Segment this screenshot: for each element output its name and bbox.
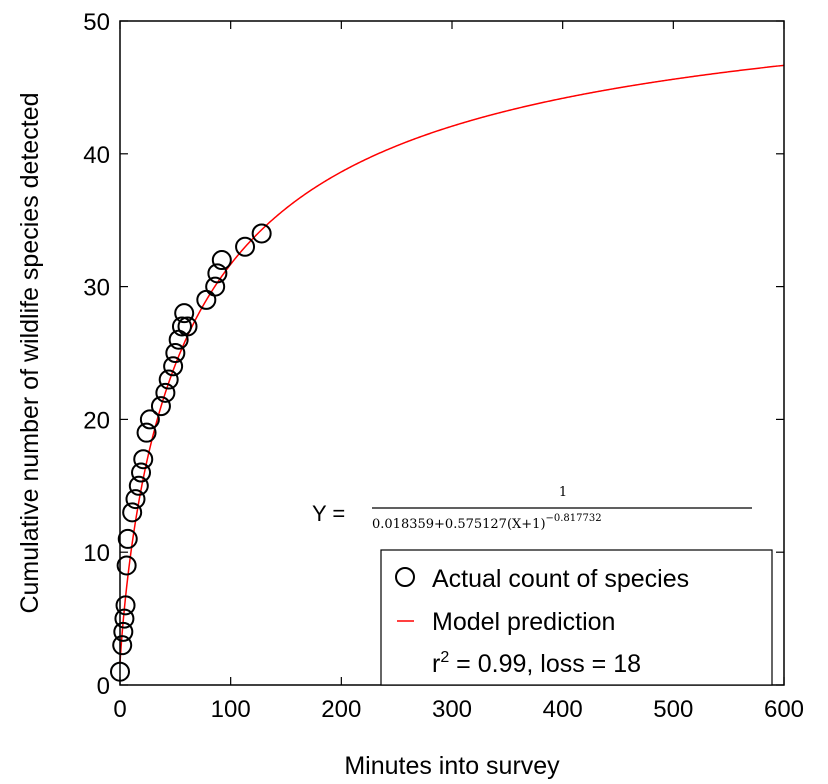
legend-circle-marker-icon — [395, 567, 415, 587]
data-point — [122, 502, 143, 523]
fit-r-label: r — [432, 650, 440, 678]
x-tick-label: 0 — [113, 696, 126, 723]
fit-rest-text: = 0.99, loss = 18 — [449, 650, 641, 678]
legend-label-model: Model prediction — [432, 608, 615, 636]
data-point — [115, 595, 136, 616]
equation-exponent: −0.817732 — [546, 513, 602, 524]
data-point — [150, 396, 171, 417]
x-tick-label: 100 — [211, 696, 251, 723]
y-axis-label: Cumulative number of wildlife species de… — [16, 92, 44, 613]
data-point — [158, 369, 179, 390]
data-point — [163, 356, 184, 377]
data-point — [128, 475, 149, 496]
legend: Actual count of species Model prediction… — [380, 549, 773, 686]
data-point — [235, 236, 256, 257]
x-tick-label: 400 — [543, 696, 583, 723]
x-tick-label: 200 — [321, 696, 361, 723]
legend-label-actual: Actual count of species — [432, 565, 689, 593]
y-axis-ticks: 0 10 20 30 40 50 — [83, 9, 784, 700]
data-point — [139, 409, 160, 430]
data-point — [114, 608, 135, 629]
x-tick-label: 500 — [653, 696, 693, 723]
data-point — [125, 489, 146, 510]
equation-denominator: 0.018359+0.575127(X+1)−0.817732 — [372, 513, 602, 532]
y-tick-label: 50 — [83, 9, 110, 36]
data-point — [113, 621, 134, 642]
fit-r-superscript: 2 — [440, 649, 449, 666]
legend-box — [380, 549, 773, 686]
equation-denominator-base: 0.018359+0.575127(X+1) — [372, 517, 546, 532]
data-point — [131, 462, 152, 483]
data-point — [251, 223, 272, 244]
data-point — [211, 250, 232, 271]
equation-numerator: 1 — [559, 485, 567, 500]
y-tick-label: 0 — [97, 673, 110, 700]
data-point — [177, 316, 198, 337]
data-point — [205, 276, 226, 297]
equation-lhs: Y = — [312, 501, 345, 526]
y-tick-label: 10 — [83, 540, 110, 567]
data-point — [155, 382, 176, 403]
x-tick-label: 300 — [432, 696, 472, 723]
legend-fit-stats: r2 = 0.99, loss = 18 — [432, 649, 641, 678]
x-tick-label: 600 — [764, 696, 804, 723]
data-point — [165, 343, 186, 363]
data-point — [207, 263, 228, 284]
data-point — [112, 635, 133, 656]
y-tick-label: 20 — [83, 407, 110, 434]
data-point — [171, 316, 192, 337]
data-point — [116, 555, 137, 576]
data-point — [136, 422, 157, 443]
data-point — [133, 449, 154, 470]
model-equation: Y = 1 0.018359+0.575127(X+1)−0.817732 — [312, 485, 752, 532]
data-point — [117, 528, 138, 549]
x-axis-ticks: 0 100 200 300 400 500 600 — [113, 21, 804, 723]
data-point — [174, 303, 195, 324]
y-tick-label: 30 — [83, 275, 110, 302]
y-tick-label: 40 — [83, 142, 110, 169]
x-axis-label: Minutes into survey — [344, 752, 560, 780]
